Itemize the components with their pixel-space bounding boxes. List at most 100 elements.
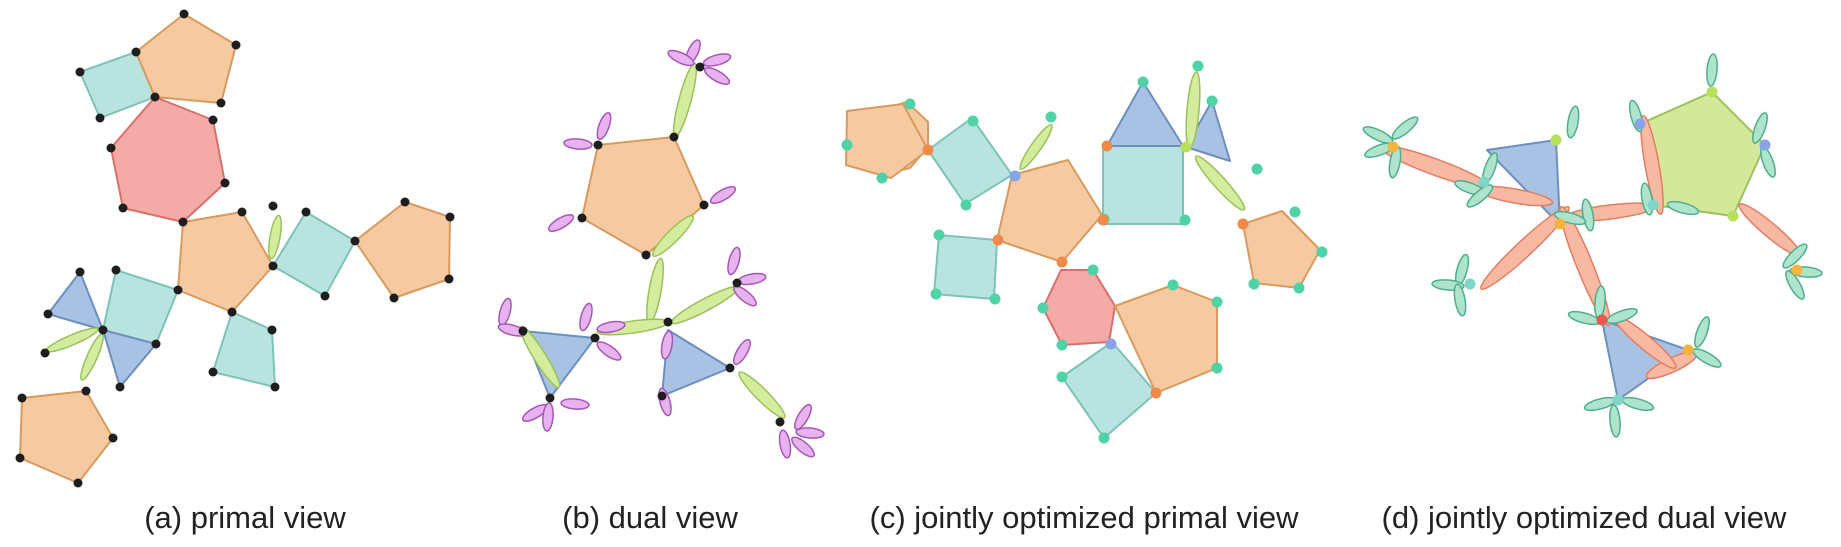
vertex [301,207,311,217]
vertex [1682,344,1694,356]
vertex [663,317,673,327]
petal [1640,114,1664,216]
petal [738,371,786,419]
vertex [150,92,160,102]
vertex [208,115,218,125]
pentagon-face [1242,210,1321,289]
vertex [445,212,455,222]
petal [1453,283,1467,317]
petal [795,427,825,439]
pentagon-face [581,136,705,256]
vertex [227,307,237,317]
vertex [268,261,278,271]
vertex [669,132,679,142]
petal [1566,105,1580,139]
square-face [927,117,1013,205]
joint-primal-petals [1019,71,1246,211]
vertex [115,382,125,392]
vertex [43,309,53,319]
vertex [1596,314,1608,326]
petal [596,341,622,361]
vertex [933,229,945,241]
joint-primal-vertices [841,60,1328,444]
vertex [1759,139,1771,151]
vertex [268,201,278,211]
vertex [1478,176,1490,188]
vertex [320,291,330,301]
vertex [1180,141,1192,153]
petal [563,138,593,150]
vertex [1211,362,1223,374]
caption-joint-primal-view: (c) jointly optimized primal view [869,500,1299,535]
vertex [173,285,183,295]
joint-dual-vertices [1387,86,1803,406]
vertex [960,199,972,211]
petal [1752,112,1768,144]
primal-vertices [15,9,455,488]
vertex [967,115,979,127]
vertex [1192,60,1204,72]
petal [672,62,698,138]
petal [1706,53,1718,87]
vertex [1248,278,1260,290]
vertex [95,113,105,123]
vertex [267,325,277,335]
joint-dual-faces [1486,91,1766,401]
vertex [1791,264,1803,276]
primal-faces [19,13,451,484]
vertex [1612,394,1624,406]
triangle-face [661,329,731,397]
joint-dual-teal-petals [1362,53,1823,438]
vertex [1293,282,1305,294]
petal [660,330,674,360]
square-face [1102,145,1184,225]
petal [733,338,751,366]
vertex [1101,140,1113,152]
vertex [350,236,360,246]
vertex [1056,371,1068,383]
square-face [933,234,998,300]
vertex [1554,218,1566,230]
vertex [400,197,410,207]
vertex [75,267,85,277]
vertex [108,433,118,443]
pentagon-face [19,390,114,484]
vertex [1464,278,1476,290]
vertex [178,217,188,227]
vertex [1037,302,1049,314]
vertex [106,143,116,153]
triangle-face [1185,100,1231,162]
petal [1785,270,1805,300]
vertex [179,9,189,19]
triangle-face [102,329,157,388]
hexagon-face [110,96,226,223]
vertex [841,139,853,151]
petal [579,302,593,332]
vertex [1289,206,1301,218]
triangle-face [1106,81,1184,147]
petal [498,297,512,327]
vertex [237,207,247,217]
pentagon-face [845,103,929,179]
vertex [73,478,83,488]
vertex [593,140,603,150]
vertex [151,339,161,349]
petal [1553,210,1587,226]
dual-green-petals [519,62,786,419]
petal [652,215,694,257]
petal [778,429,792,459]
vertex [699,200,709,210]
petal [794,403,812,431]
petal [1782,243,1808,269]
vertex [1251,163,1263,175]
vertex [1387,141,1399,153]
vertex [98,325,108,335]
square-face [212,311,276,388]
vertex [775,417,785,427]
petal [791,436,815,458]
square-face [272,211,356,297]
vertex [40,348,50,358]
vertex [1150,387,1162,399]
vertex [131,47,141,57]
